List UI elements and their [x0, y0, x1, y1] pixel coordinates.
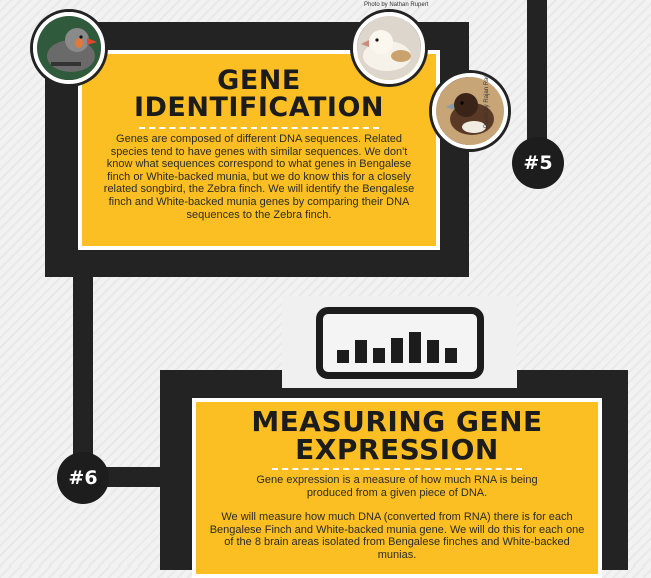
bar-chart-icon-bar: [373, 348, 385, 363]
bar-chart-icon-bar: [409, 332, 421, 363]
step-badge-6: #6: [57, 452, 109, 504]
step-badge-5: #5: [512, 137, 564, 189]
card-measuring-gene-expression: MEASURING GENE EXPRESSION Gene expressio…: [192, 398, 602, 578]
bar-chart-icon-bar: [337, 350, 349, 363]
connector-top-right: [527, 0, 547, 150]
connector-badge6: [93, 467, 173, 487]
section6-body-p1: Gene expression is a measure of how much…: [256, 474, 538, 499]
section5-body: Genes are composed of different DNA sequ…: [103, 133, 415, 221]
bar-chart-icon-bar: [391, 338, 403, 363]
card-gene-identification: GENE IDENTIFICATION Genes are composed o…: [78, 50, 440, 250]
bengalese-finch-photo: [432, 73, 508, 149]
section6-body-p2: We will measure how much DNA (converted …: [209, 511, 585, 561]
section6-title-line1: MEASURING GENE: [251, 405, 543, 438]
bar-chart-icon-bar: [427, 340, 439, 363]
section5-title-line1: GENE: [217, 65, 301, 96]
section6-title-line2: EXPRESSION: [295, 433, 499, 466]
section5-title-line2: IDENTIFICATION: [133, 92, 385, 123]
section6-divider: [272, 468, 522, 470]
white-backed-munia-photo: [353, 12, 425, 84]
bar-chart-icon: [316, 307, 484, 379]
bar-chart-icon-bar: [355, 340, 367, 363]
connector-left-vertical: [73, 275, 93, 475]
photo-credit-top: Photo by Nathan Rupert: [364, 2, 429, 8]
section5-divider: [139, 127, 379, 129]
bar-chart-icon-bar: [445, 348, 457, 363]
photo-credit-side: Photo by Rajan Rao: [484, 74, 490, 128]
zebra-finch-photo: [33, 12, 105, 84]
